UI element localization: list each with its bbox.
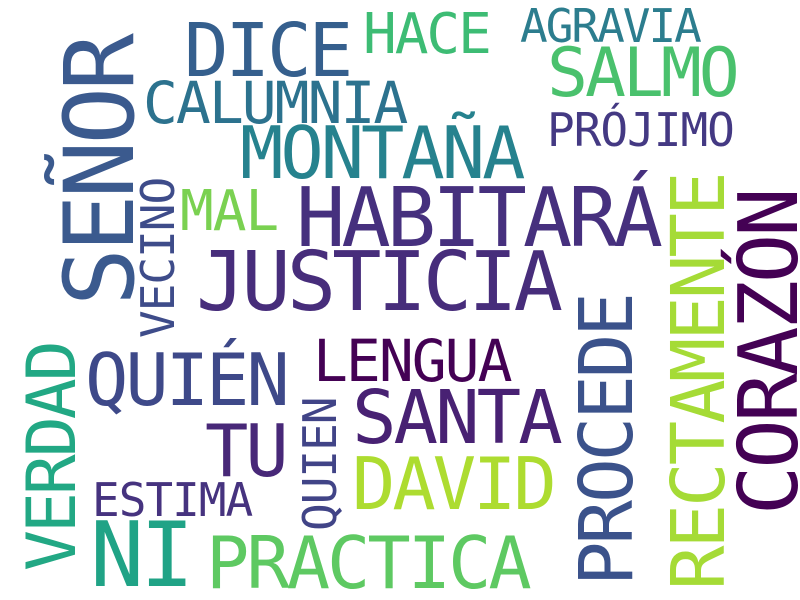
word-calumnia: CALUMNIA: [143, 69, 408, 137]
word-mal: MAL: [180, 179, 279, 244]
word-practica: PRACTICA: [206, 521, 532, 600]
word-quien-accent: QUIÉN: [85, 338, 290, 422]
word-projimo: PRÓJIMO: [547, 103, 735, 157]
word-hace: HACE: [363, 2, 492, 67]
word-dice: DICE: [184, 8, 353, 94]
word-salmo: SALMO: [547, 34, 740, 113]
word-procede: PROCEDE: [564, 295, 650, 586]
word-habitara: HABITARÁ: [296, 171, 663, 266]
word-vecino: VECINO: [131, 177, 185, 338]
word-david: DAVID: [352, 442, 557, 526]
word-santa: SANTA: [352, 375, 563, 461]
word-montana: MONTAÑA: [240, 111, 525, 195]
word-justicia: JUSTICIA: [196, 235, 563, 330]
word-ni: NI: [90, 503, 194, 600]
word-estima: ESTIMA: [92, 473, 253, 527]
word-tu: TU: [205, 409, 289, 493]
word-corazon: CORAZÓN: [722, 190, 800, 515]
word-quien: QUIEN: [293, 397, 347, 531]
word-agravia: AGRAVIA: [520, 0, 702, 53]
word-lengua: LENGUA: [313, 327, 513, 395]
word-verdad: VERDAD: [13, 343, 92, 571]
